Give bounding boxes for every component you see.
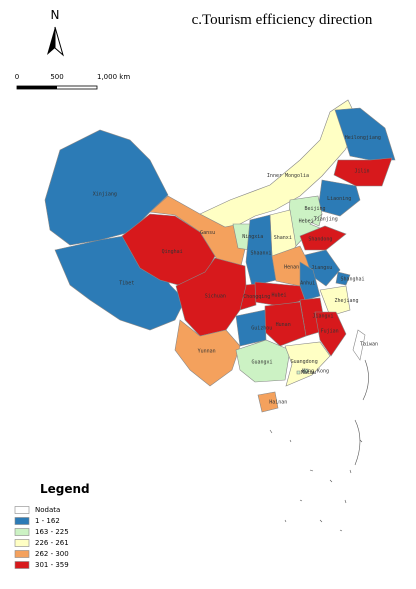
province-labels: Xinjiang Tibet Qinghai Gansu Inner Mongolia H… — [93, 135, 381, 405]
province-label: Hainan — [269, 399, 287, 405]
islands — [269, 429, 363, 532]
province — [333, 157, 393, 187]
province-label: Hunan — [276, 322, 291, 328]
map-title: c.Tourism efficiency direction — [192, 12, 373, 28]
province-label: Guangxi — [251, 360, 272, 366]
legend-title: Legend — [40, 482, 90, 496]
province — [174, 319, 241, 387]
legend-swatch — [14, 539, 30, 547]
province — [235, 339, 291, 383]
province — [335, 271, 351, 286]
province-label: Inner Mongolia — [267, 173, 309, 179]
province — [296, 370, 301, 375]
province-label: Sichuan — [205, 294, 226, 300]
north-label: N — [51, 8, 60, 22]
province — [284, 341, 331, 387]
province-label: Shanghai — [340, 276, 364, 282]
province-label: Shaanxi — [250, 251, 271, 257]
province-label: Hebei — [299, 219, 314, 225]
province-label: Hubei — [271, 293, 286, 299]
scale-label: 500 — [50, 73, 63, 81]
arrow-left — [47, 27, 55, 55]
provinces — [44, 99, 396, 413]
province-label: Tianjing — [314, 217, 338, 223]
legend-swatch — [14, 528, 30, 536]
province-label: Henan — [284, 265, 299, 271]
scale-bar-fill — [17, 86, 57, 89]
legend-label: Nodata — [35, 506, 60, 514]
legend-swatch — [14, 550, 30, 558]
province — [302, 368, 309, 374]
province-label: Guizhou — [251, 326, 272, 332]
province-label: Jiangsu — [311, 265, 332, 271]
province-label: Jiangxi — [312, 314, 333, 320]
province-label: Beijing — [304, 206, 325, 212]
legend-label: 226 - 261 — [35, 539, 69, 547]
south-china-sea-islands — [269, 359, 369, 532]
scale-bar: 0 500 1,000 km — [15, 73, 130, 90]
legend: Nodata 1 - 162 163 - 225 226 - 261 262 - 300… — [14, 506, 69, 569]
legend-swatch — [14, 506, 30, 514]
province-label: Fujian — [321, 328, 339, 334]
province — [319, 285, 351, 317]
province — [314, 311, 347, 357]
province-label: Xinjiang — [93, 192, 117, 198]
province-label: Shanxi — [274, 235, 292, 241]
province-label: Anhui — [300, 280, 315, 286]
province-label: Liaoning — [327, 196, 351, 202]
province-label: Gansu — [200, 230, 215, 236]
province — [257, 391, 279, 413]
province-label: Qinghai — [162, 249, 183, 255]
province-label: Yunnan — [198, 349, 216, 355]
legend-swatch — [14, 561, 30, 569]
province-label: Guangdong — [291, 359, 318, 365]
legend-label: 262 - 300 — [35, 550, 69, 558]
province-label: Ningxia — [242, 234, 263, 240]
legend-label: 1 - 162 — [35, 517, 60, 525]
province-label: Tibet — [119, 281, 134, 287]
province-label: Chongqing — [243, 294, 270, 300]
province — [352, 329, 366, 361]
scale-label: 1,000 km — [97, 73, 130, 81]
legend-label: 163 - 225 — [35, 528, 69, 536]
arrow-right — [54, 26, 64, 57]
boundary-line — [354, 359, 369, 466]
province-label: Heilongjiang — [345, 135, 381, 141]
north-arrow: N — [47, 8, 64, 57]
province-label: Zhejiang — [334, 298, 358, 304]
province — [149, 195, 247, 273]
province-label: Jilin — [354, 168, 369, 174]
province — [299, 261, 321, 301]
legend-swatch — [14, 517, 30, 525]
province-label: Shandong — [308, 237, 332, 243]
province-label: Macau — [301, 370, 316, 376]
province — [299, 225, 347, 251]
province-label: Hong Kong — [302, 369, 329, 375]
province — [175, 257, 247, 337]
scale-label: 0 — [15, 73, 19, 81]
province-label: Taiwan — [360, 341, 378, 347]
legend-label: 301 - 359 — [35, 561, 69, 569]
